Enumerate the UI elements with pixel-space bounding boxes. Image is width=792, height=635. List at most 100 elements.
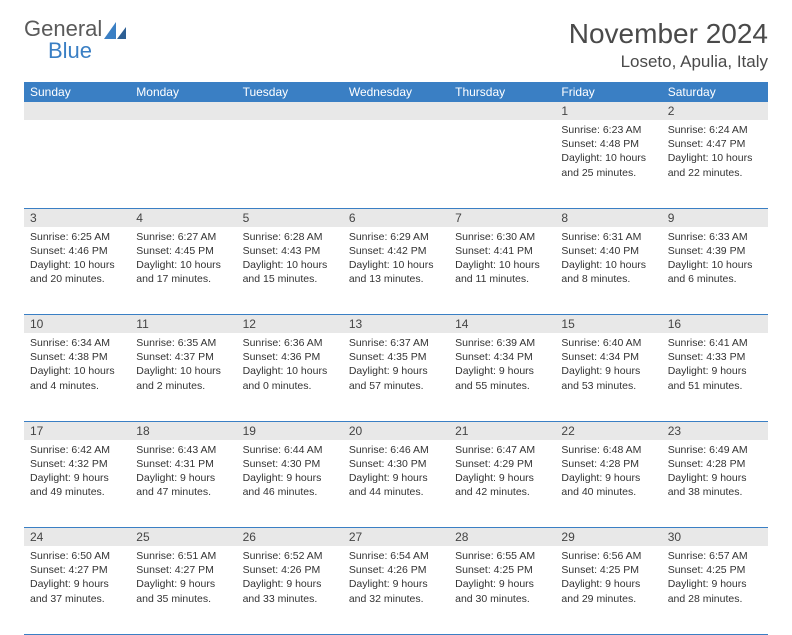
daylight-line: Daylight: 9 hours and 35 minutes.: [136, 577, 230, 605]
brand-part1: General: [24, 18, 102, 40]
title-block: November 2024 Loseto, Apulia, Italy: [569, 18, 768, 72]
day-number: 17: [24, 421, 130, 440]
sunrise-line: Sunrise: 6:47 AM: [455, 443, 549, 457]
sunset-line: Sunset: 4:27 PM: [30, 563, 124, 577]
brand-logo: General Blue: [24, 18, 128, 62]
day-number: 11: [130, 315, 236, 334]
day-number-row: 17181920212223: [24, 421, 768, 440]
sunrise-line: Sunrise: 6:40 AM: [561, 336, 655, 350]
header: General Blue November 2024 Loseto, Apuli…: [24, 18, 768, 72]
daylight-line: Daylight: 9 hours and 33 minutes.: [243, 577, 337, 605]
day-number-row: 10111213141516: [24, 315, 768, 334]
day-cell: [449, 120, 555, 208]
day-number: 24: [24, 528, 130, 547]
sunset-line: Sunset: 4:37 PM: [136, 350, 230, 364]
day-cell: Sunrise: 6:37 AMSunset: 4:35 PMDaylight:…: [343, 333, 449, 421]
sunset-line: Sunset: 4:29 PM: [455, 457, 549, 471]
day-cell: [343, 120, 449, 208]
sunrise-line: Sunrise: 6:31 AM: [561, 230, 655, 244]
weekday-header: Wednesday: [343, 82, 449, 102]
day-cell: [237, 120, 343, 208]
sunset-line: Sunset: 4:34 PM: [561, 350, 655, 364]
sunrise-line: Sunrise: 6:48 AM: [561, 443, 655, 457]
weekday-header: Friday: [555, 82, 661, 102]
day-cell: Sunrise: 6:43 AMSunset: 4:31 PMDaylight:…: [130, 440, 236, 528]
day-number: 19: [237, 421, 343, 440]
sunset-line: Sunset: 4:26 PM: [243, 563, 337, 577]
day-number: 18: [130, 421, 236, 440]
day-number: 29: [555, 528, 661, 547]
daylight-line: Daylight: 9 hours and 28 minutes.: [668, 577, 762, 605]
brand-part2: Blue: [48, 40, 128, 62]
sunrise-line: Sunrise: 6:23 AM: [561, 123, 655, 137]
day-number: 2: [662, 102, 768, 120]
daylight-line: Daylight: 10 hours and 17 minutes.: [136, 258, 230, 286]
sunrise-line: Sunrise: 6:39 AM: [455, 336, 549, 350]
daylight-line: Daylight: 10 hours and 25 minutes.: [561, 151, 655, 179]
day-cell: Sunrise: 6:40 AMSunset: 4:34 PMDaylight:…: [555, 333, 661, 421]
day-number: 30: [662, 528, 768, 547]
daylight-line: Daylight: 10 hours and 15 minutes.: [243, 258, 337, 286]
day-cell: Sunrise: 6:55 AMSunset: 4:25 PMDaylight:…: [449, 546, 555, 634]
sunset-line: Sunset: 4:28 PM: [561, 457, 655, 471]
location: Loseto, Apulia, Italy: [569, 52, 768, 72]
sunrise-line: Sunrise: 6:33 AM: [668, 230, 762, 244]
day-number: 27: [343, 528, 449, 547]
day-cell: Sunrise: 6:49 AMSunset: 4:28 PMDaylight:…: [662, 440, 768, 528]
sunset-line: Sunset: 4:47 PM: [668, 137, 762, 151]
sunrise-line: Sunrise: 6:41 AM: [668, 336, 762, 350]
weekday-header: Monday: [130, 82, 236, 102]
daylight-line: Daylight: 9 hours and 51 minutes.: [668, 364, 762, 392]
sunrise-line: Sunrise: 6:34 AM: [30, 336, 124, 350]
sunrise-line: Sunrise: 6:55 AM: [455, 549, 549, 563]
daylight-line: Daylight: 10 hours and 11 minutes.: [455, 258, 549, 286]
day-number: 16: [662, 315, 768, 334]
sunrise-line: Sunrise: 6:27 AM: [136, 230, 230, 244]
weekday-header: Tuesday: [237, 82, 343, 102]
day-number: 25: [130, 528, 236, 547]
daylight-line: Daylight: 9 hours and 47 minutes.: [136, 471, 230, 499]
sunset-line: Sunset: 4:42 PM: [349, 244, 443, 258]
weekday-header-row: SundayMondayTuesdayWednesdayThursdayFrid…: [24, 82, 768, 102]
day-number: 21: [449, 421, 555, 440]
daylight-line: Daylight: 9 hours and 38 minutes.: [668, 471, 762, 499]
day-number: 15: [555, 315, 661, 334]
day-cell: Sunrise: 6:46 AMSunset: 4:30 PMDaylight:…: [343, 440, 449, 528]
sunset-line: Sunset: 4:46 PM: [30, 244, 124, 258]
sunset-line: Sunset: 4:30 PM: [349, 457, 443, 471]
sunset-line: Sunset: 4:43 PM: [243, 244, 337, 258]
day-cell: Sunrise: 6:35 AMSunset: 4:37 PMDaylight:…: [130, 333, 236, 421]
sunrise-line: Sunrise: 6:56 AM: [561, 549, 655, 563]
weekday-header: Saturday: [662, 82, 768, 102]
day-cell: Sunrise: 6:50 AMSunset: 4:27 PMDaylight:…: [24, 546, 130, 634]
day-number: 26: [237, 528, 343, 547]
day-number: 28: [449, 528, 555, 547]
sunset-line: Sunset: 4:35 PM: [349, 350, 443, 364]
daylight-line: Daylight: 9 hours and 49 minutes.: [30, 471, 124, 499]
sunset-line: Sunset: 4:36 PM: [243, 350, 337, 364]
daylight-line: Daylight: 10 hours and 13 minutes.: [349, 258, 443, 286]
sunset-line: Sunset: 4:32 PM: [30, 457, 124, 471]
day-number: [130, 102, 236, 120]
day-number: 5: [237, 208, 343, 227]
weekday-header: Thursday: [449, 82, 555, 102]
sunrise-line: Sunrise: 6:37 AM: [349, 336, 443, 350]
day-number: [24, 102, 130, 120]
day-number-row: 3456789: [24, 208, 768, 227]
day-cell: Sunrise: 6:39 AMSunset: 4:34 PMDaylight:…: [449, 333, 555, 421]
sunrise-line: Sunrise: 6:28 AM: [243, 230, 337, 244]
sunset-line: Sunset: 4:41 PM: [455, 244, 549, 258]
day-content-row: Sunrise: 6:50 AMSunset: 4:27 PMDaylight:…: [24, 546, 768, 634]
sunrise-line: Sunrise: 6:30 AM: [455, 230, 549, 244]
day-number: 1: [555, 102, 661, 120]
day-cell: [24, 120, 130, 208]
daylight-line: Daylight: 9 hours and 30 minutes.: [455, 577, 549, 605]
sunset-line: Sunset: 4:28 PM: [668, 457, 762, 471]
sunrise-line: Sunrise: 6:46 AM: [349, 443, 443, 457]
sunset-line: Sunset: 4:33 PM: [668, 350, 762, 364]
sunset-line: Sunset: 4:26 PM: [349, 563, 443, 577]
daylight-line: Daylight: 10 hours and 20 minutes.: [30, 258, 124, 286]
day-number-row: 24252627282930: [24, 528, 768, 547]
day-number: 12: [237, 315, 343, 334]
sunset-line: Sunset: 4:31 PM: [136, 457, 230, 471]
